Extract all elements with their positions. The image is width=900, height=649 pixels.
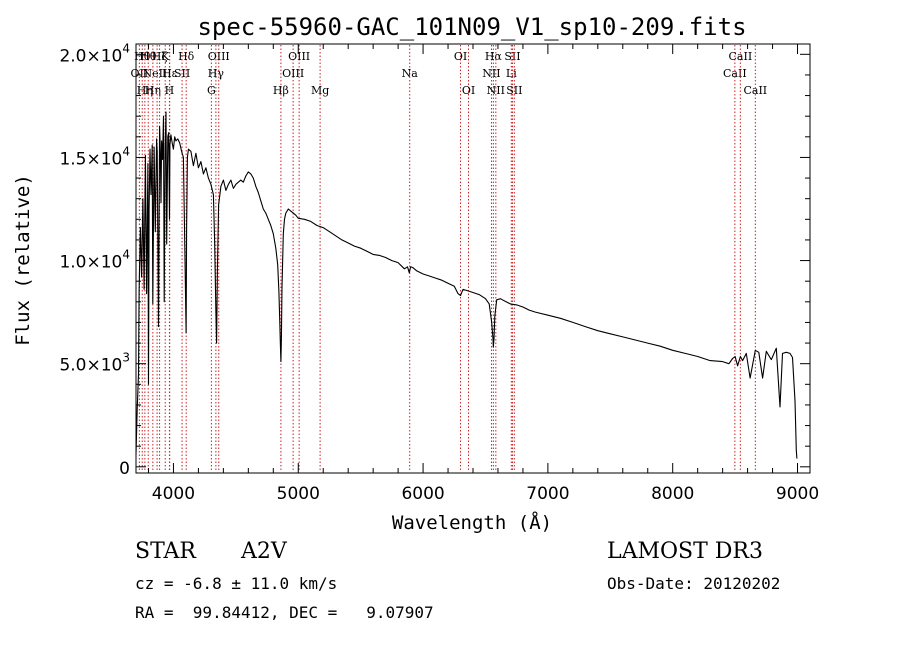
plot-frame bbox=[135, 43, 811, 474]
line-label: OIII bbox=[288, 50, 310, 63]
chart-title: spec-55960-GAC_101N09_V1_sp10-209.fits bbox=[197, 13, 746, 41]
line-label: K bbox=[161, 50, 170, 63]
obs-date: Obs-Date: 20120202 bbox=[607, 574, 781, 593]
line-label: CaII bbox=[729, 50, 753, 63]
line-label: CaII bbox=[723, 67, 747, 80]
line-label: NeIII bbox=[143, 67, 172, 80]
y-tick-label: 2.0×104 bbox=[59, 41, 130, 66]
line-label: Hθ bbox=[134, 50, 151, 63]
coordinates: RA = 99.84412, DEC = 9.07907 bbox=[135, 603, 434, 622]
line-label: NII bbox=[487, 84, 505, 97]
x-tick-label: 9000 bbox=[776, 484, 819, 504]
line-label: OI bbox=[462, 84, 475, 97]
line-label: Hγ bbox=[208, 67, 225, 80]
spectral-subclass: A2V bbox=[241, 539, 287, 564]
x-tick-label: 5000 bbox=[277, 484, 320, 504]
x-tick-label: 4000 bbox=[152, 484, 195, 504]
y-axis-label: Flux (relative) bbox=[12, 174, 34, 346]
x-axis-label: Wavelength (Å) bbox=[392, 511, 552, 534]
y-tick-label: 1.0×104 bbox=[59, 248, 130, 273]
line-label: G bbox=[207, 84, 216, 97]
line-label: Hα bbox=[485, 50, 503, 63]
line-label: CaII bbox=[743, 84, 767, 97]
spectrum-layer bbox=[135, 111, 798, 459]
line-label: SII bbox=[504, 50, 520, 63]
line-label: Hη bbox=[137, 84, 153, 97]
line-label: SII bbox=[506, 84, 522, 97]
axis-ticks: 4000 5000 6000 7000 8000 9000 0 5.0×103 1.0×104 1… bbox=[59, 41, 819, 504]
line-label: Hδ bbox=[178, 50, 195, 63]
survey-name: LAMOST DR3 bbox=[607, 539, 763, 564]
object-class: STAR bbox=[135, 539, 196, 564]
y-tick-label: 0 bbox=[119, 459, 130, 479]
line-label: OIII bbox=[282, 67, 304, 80]
line-label: Hζ bbox=[152, 50, 168, 63]
spectrum-line bbox=[135, 111, 798, 459]
x-tick-label: 6000 bbox=[401, 484, 444, 504]
line-label: OI bbox=[454, 50, 467, 63]
line-label: Li bbox=[506, 67, 517, 80]
x-tick-label: 8000 bbox=[651, 484, 694, 504]
line-markers: OIIHθHηHθHηNeIIIHζKHHεSIIHδGHγOIIIHβOIII… bbox=[131, 45, 767, 472]
x-tick-label: 7000 bbox=[526, 484, 569, 504]
line-label: Hβ bbox=[273, 84, 289, 97]
line-label: Hη bbox=[145, 84, 161, 97]
line-label: OII bbox=[131, 67, 149, 80]
redshift-info: cz = -6.8 ± 11.0 km/s bbox=[135, 574, 338, 593]
line-label: OIII bbox=[208, 50, 230, 63]
line-label: SII bbox=[174, 67, 190, 80]
line-label: Hε bbox=[162, 67, 178, 80]
line-label: NII bbox=[482, 67, 500, 80]
y-tick-label: 1.5×104 bbox=[59, 144, 130, 169]
y-tick-label: 5.0×103 bbox=[59, 351, 130, 376]
line-label: Mg bbox=[311, 84, 329, 97]
line-label: Na bbox=[402, 67, 419, 80]
